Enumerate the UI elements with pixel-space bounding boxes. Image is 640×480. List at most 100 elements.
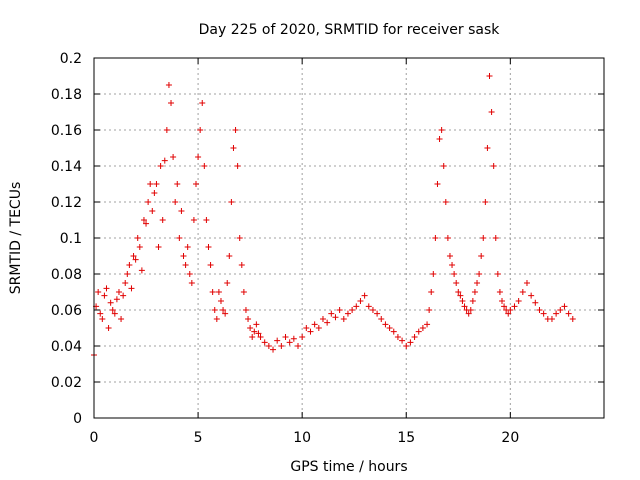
data-point [220, 307, 227, 313]
data-point [390, 328, 397, 335]
data-point [255, 330, 262, 337]
data-point [451, 271, 458, 277]
data-point [153, 181, 160, 187]
data-point [274, 337, 281, 344]
data-point [209, 289, 216, 295]
data-point [430, 271, 437, 277]
data-point [442, 199, 449, 205]
data-point [471, 289, 478, 295]
data-point [159, 217, 166, 223]
data-point [211, 307, 218, 313]
data-point [480, 235, 487, 241]
data-point [299, 334, 306, 340]
data-point [184, 244, 191, 250]
data-point [340, 316, 347, 322]
data-point [426, 307, 433, 313]
data-point [446, 253, 453, 259]
data-point [295, 343, 301, 349]
x-tick-label: 20 [501, 430, 519, 446]
data-point [501, 303, 508, 310]
data-point [130, 253, 137, 259]
data-point [311, 321, 318, 328]
data-point [357, 298, 364, 304]
data-point [111, 310, 118, 317]
data-point [109, 307, 116, 313]
data-point [328, 310, 335, 317]
data-point [140, 217, 147, 223]
data-point [411, 334, 418, 340]
data-point [151, 190, 158, 196]
data-point [182, 262, 189, 268]
data-point [128, 285, 135, 292]
data-point [319, 316, 326, 322]
data-point [344, 310, 351, 317]
y-tick-label: 0.06 [51, 303, 82, 319]
data-point [459, 298, 466, 304]
data-point [232, 127, 239, 133]
data-point [492, 235, 499, 241]
data-point [126, 262, 133, 268]
data-point [432, 235, 439, 241]
data-point [561, 303, 568, 310]
data-point [494, 271, 501, 277]
data-point [234, 163, 241, 169]
data-point [349, 307, 356, 313]
data-point [461, 303, 468, 310]
data-point [172, 199, 179, 205]
data-point [132, 256, 139, 263]
data-point [523, 280, 530, 286]
data-point [226, 253, 233, 259]
data-point [528, 292, 535, 299]
data-point [134, 235, 141, 241]
data-point [203, 217, 210, 223]
data-point [515, 298, 522, 304]
data-point [449, 262, 456, 268]
data-point [138, 267, 145, 274]
data-point [222, 310, 229, 317]
data-point [178, 208, 185, 214]
data-point [482, 199, 489, 205]
data-point [245, 316, 252, 322]
data-point [365, 303, 372, 310]
data-point [201, 163, 208, 169]
data-point [324, 319, 331, 326]
data-point [282, 334, 289, 340]
data-point [399, 337, 406, 344]
data-point [369, 307, 376, 313]
data-point [170, 154, 177, 160]
data-point [488, 109, 495, 115]
data-point [278, 343, 285, 349]
data-point [207, 262, 214, 268]
data-point [143, 220, 150, 227]
data-point [453, 280, 460, 286]
data-point [147, 181, 154, 187]
data-points [91, 73, 576, 358]
data-point [499, 298, 505, 304]
data-point [286, 339, 293, 346]
data-point [378, 316, 385, 322]
data-point [407, 339, 414, 346]
data-point [394, 334, 401, 340]
data-point [532, 299, 539, 306]
data-point [224, 280, 231, 286]
data-point [507, 307, 514, 313]
y-tick-label: 0.12 [51, 195, 82, 211]
chart-title: Day 225 of 2020, SRMTID for receiver sas… [199, 22, 501, 38]
data-point [165, 82, 172, 88]
data-point [107, 299, 114, 306]
data-point [205, 244, 212, 250]
plot-frame [93, 57, 605, 419]
data-point [261, 339, 268, 346]
data-point [486, 73, 493, 79]
data-point [374, 310, 381, 317]
grid [94, 58, 604, 418]
data-point [230, 145, 237, 151]
data-point [415, 328, 422, 335]
data-point [228, 199, 235, 205]
data-point [251, 328, 258, 335]
data-point [236, 235, 243, 241]
x-tick-label: 15 [397, 430, 415, 446]
y-tick-label: 0 [73, 411, 82, 427]
data-point [436, 136, 443, 142]
